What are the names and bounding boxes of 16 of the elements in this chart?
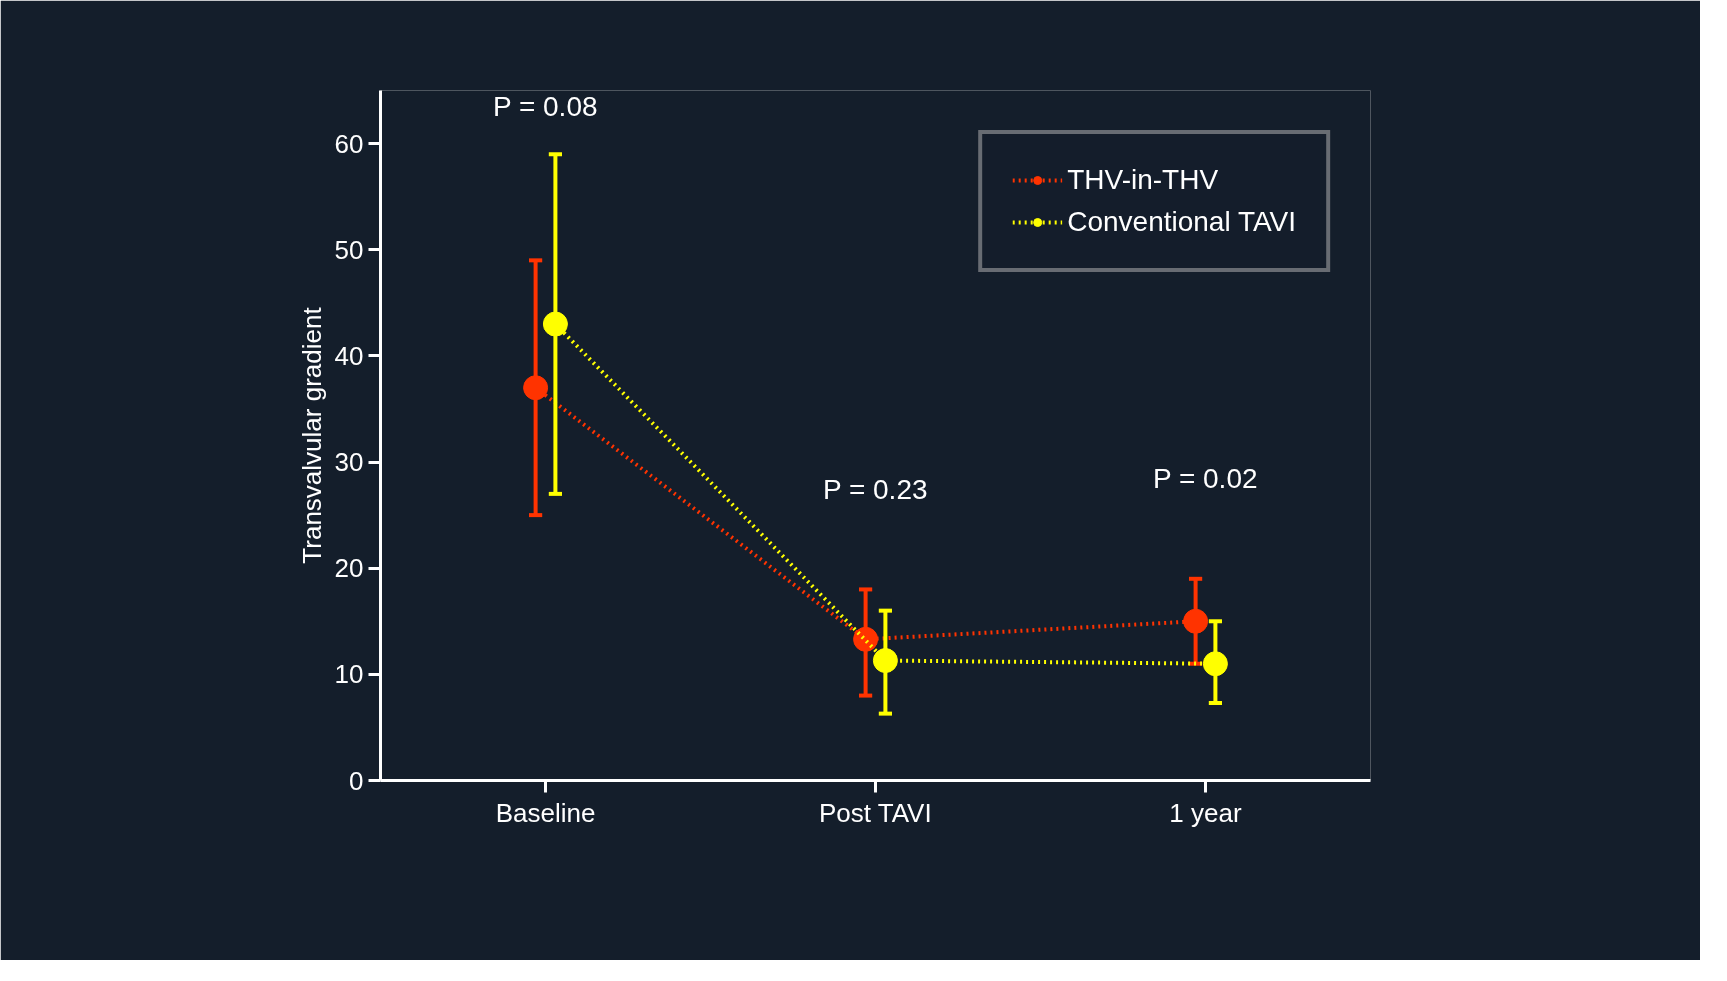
y-tick-label: 10 xyxy=(334,659,364,690)
y-tick-label: 40 xyxy=(334,340,364,371)
y-tick-label: 60 xyxy=(334,128,364,159)
y-tick-label: 30 xyxy=(334,447,364,478)
annotation: P = 0.23 xyxy=(822,473,928,505)
y-tick-label: 20 xyxy=(334,553,364,584)
annotation: P = 0.08 xyxy=(492,90,598,122)
x-tick-label: 1 year xyxy=(1169,797,1242,828)
annotation: P = 0.02 xyxy=(1152,462,1258,494)
x-tick-label: Baseline xyxy=(495,797,596,828)
y-axis-title: Transvalvular gradient xyxy=(296,306,327,564)
y-tick-label: 0 xyxy=(349,765,364,796)
y-tick-label: 50 xyxy=(334,234,364,265)
legend-label: Conventional TAVI xyxy=(1067,206,1296,238)
x-tick-label: Post TAVI xyxy=(818,797,932,828)
legend-label: THV-in-THV xyxy=(1067,164,1219,196)
